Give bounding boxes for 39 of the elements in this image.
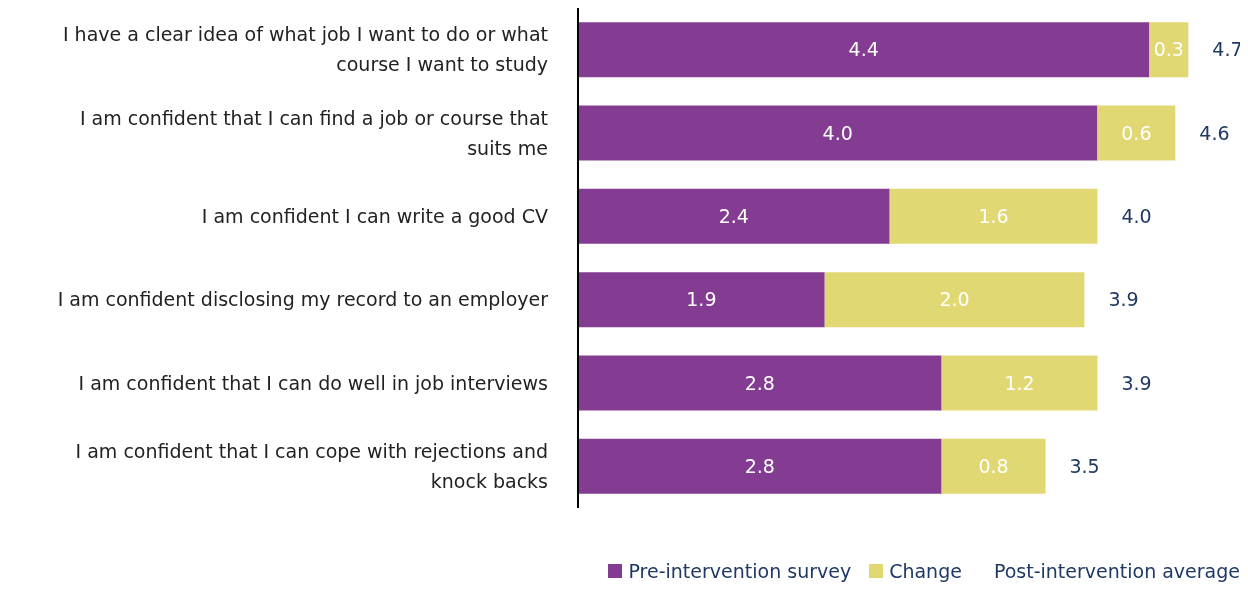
- total-label: 3.5: [1069, 454, 1100, 477]
- bar: [824, 272, 1085, 328]
- data-label: 0.8: [978, 454, 1009, 477]
- bar: [578, 188, 890, 244]
- total-label: 4.7: [1212, 38, 1243, 61]
- data-label: 1.2: [1004, 371, 1035, 394]
- data-label: 0.3: [1153, 38, 1184, 61]
- y-tick-label: I am confident that I can cope with rejections and knock backs: [75, 439, 548, 492]
- y-tick-label: I am confident I can write a good CV: [201, 204, 548, 227]
- total-label: 3.9: [1108, 288, 1139, 311]
- bar: [578, 272, 825, 328]
- y-tick-label: I have a clear idea of what job I want to do or what course I want to study: [62, 23, 548, 76]
- data-label: 2.8: [744, 454, 775, 477]
- data-label: 0.6: [1121, 121, 1152, 144]
- bar: [941, 355, 1098, 411]
- y-tick-label: I am confident that I can do well in job interviews: [78, 371, 548, 394]
- bar: [1149, 22, 1189, 78]
- bar: [578, 22, 1150, 78]
- total-label: 4.6: [1199, 121, 1230, 144]
- data-label: 4.0: [822, 121, 853, 144]
- legend-label: Pre-intervention survey: [627, 560, 852, 582]
- data-label: 2.4: [718, 204, 749, 227]
- y-tick-label: I am confident that I can find a job or course that suits me: [79, 106, 548, 159]
- data-label: 2.8: [744, 371, 775, 394]
- bar: [941, 438, 1046, 494]
- data-label: 4.4: [848, 38, 879, 61]
- text: Post-intervention average: [993, 560, 1240, 582]
- bar: [1097, 105, 1176, 161]
- data-label: 2.0: [939, 288, 970, 311]
- y-tick-label: I am confident disclosing my record to an employer: [57, 288, 549, 311]
- bar: [889, 188, 1098, 244]
- bar: [578, 105, 1098, 161]
- legend-label: Change: [888, 560, 962, 582]
- bar: [578, 355, 942, 411]
- data-label: 1.9: [686, 288, 717, 311]
- total-label: 3.9: [1121, 371, 1152, 394]
- total-label: 4.0: [1121, 204, 1152, 227]
- data-label: 1.6: [978, 204, 1009, 227]
- bar: [578, 438, 942, 494]
